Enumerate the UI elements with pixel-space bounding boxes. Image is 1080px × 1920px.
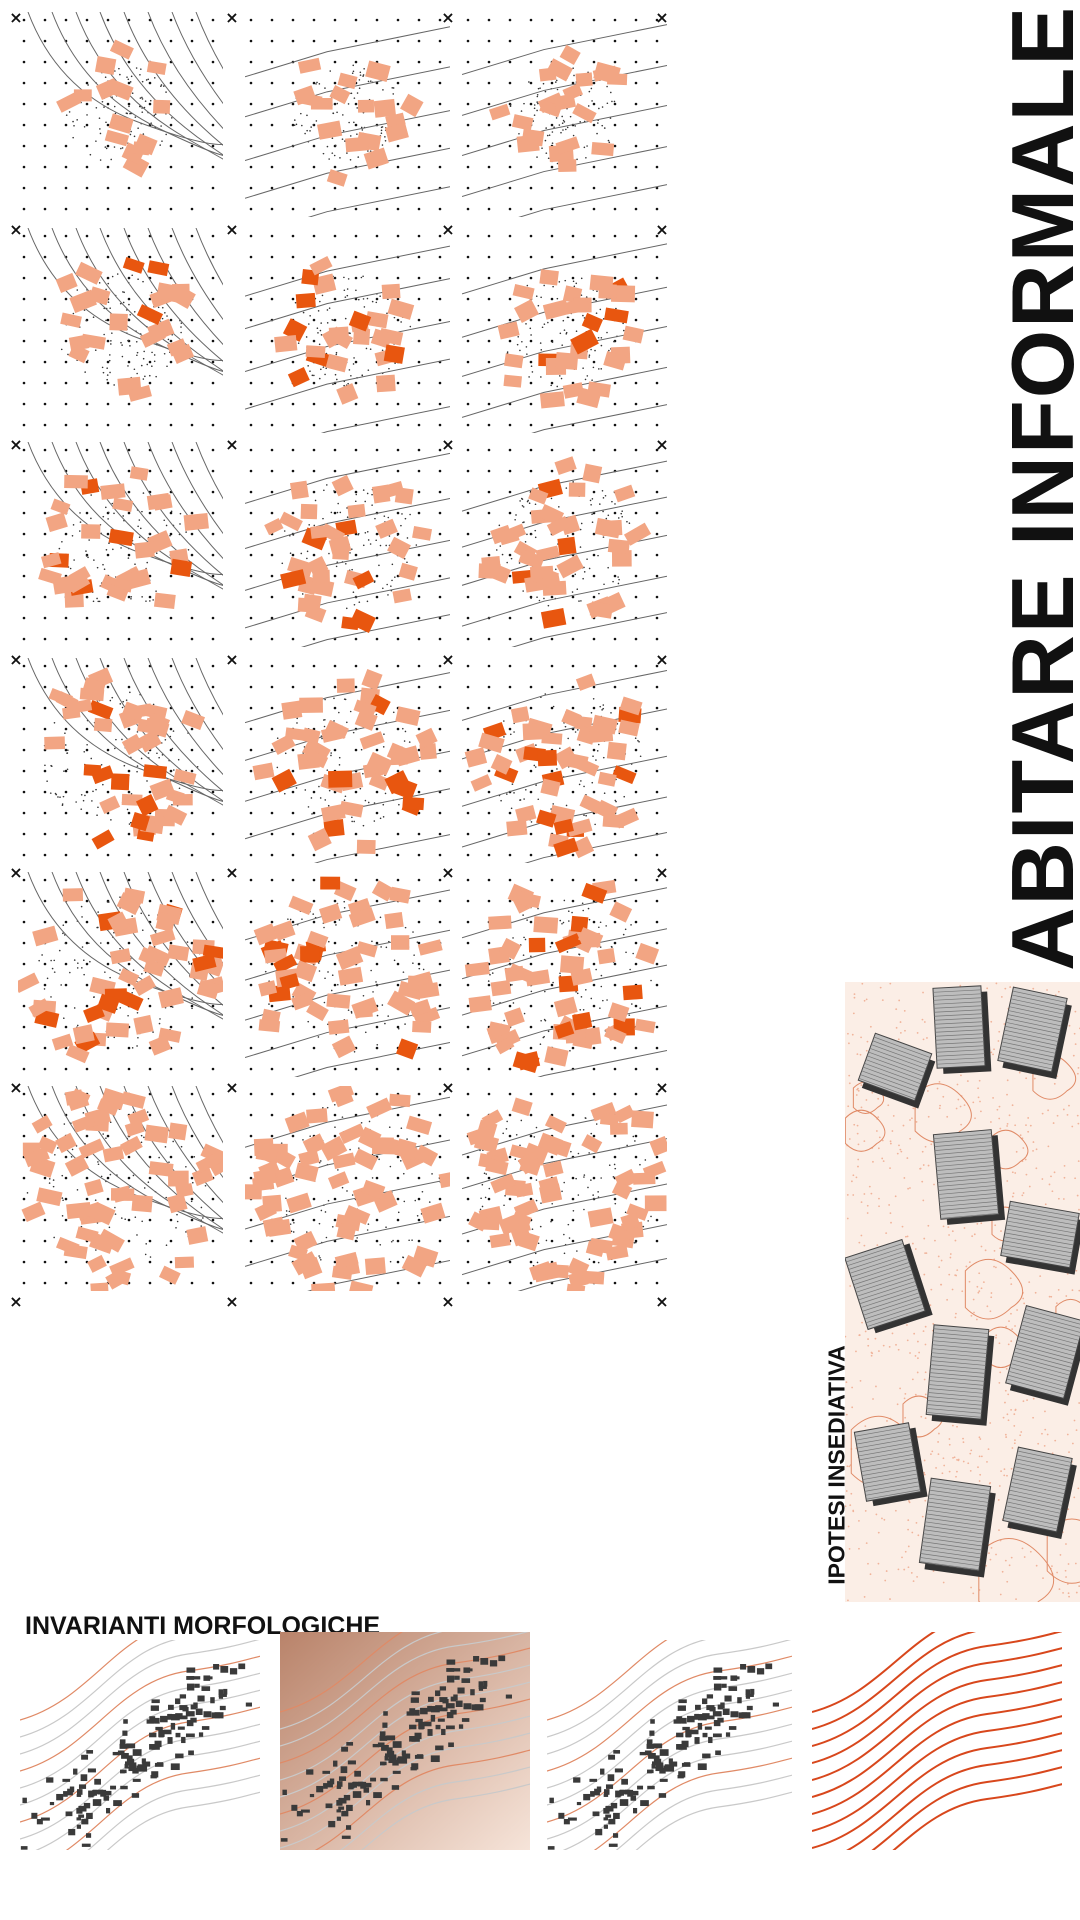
settlement-panel — [18, 228, 223, 433]
corner-cross-mark: × — [225, 863, 239, 882]
corner-cross-mark: × — [225, 435, 239, 454]
corner-cross-mark: × — [655, 1292, 669, 1311]
corner-cross-mark: × — [9, 435, 23, 454]
corner-cross-mark: × — [225, 220, 239, 239]
aerial-render — [845, 982, 1080, 1602]
corner-cross-mark: × — [9, 863, 23, 882]
corner-cross-mark: × — [441, 650, 455, 669]
settlement-panel — [245, 442, 450, 647]
settlement-panel — [18, 1086, 223, 1291]
settlement-panel — [245, 658, 450, 863]
main-title-text: ABITARE INFORMALE — [992, 4, 1080, 971]
corner-cross-mark: × — [9, 1078, 23, 1097]
corner-cross-mark: × — [655, 863, 669, 882]
main-title: ABITARE INFORMALE — [993, 0, 1080, 975]
corner-cross-mark: × — [225, 1292, 239, 1311]
corner-cross-mark: × — [9, 220, 23, 239]
settlement-panel — [462, 872, 667, 1077]
settlement-panel — [462, 12, 667, 217]
settlement-panel — [245, 12, 450, 217]
settlement-panel — [245, 1086, 450, 1291]
corner-cross-mark: × — [655, 1078, 669, 1097]
corner-cross-mark: × — [655, 435, 669, 454]
settlement-panel — [18, 12, 223, 217]
settlement-panel — [18, 658, 223, 863]
settlement-panel — [462, 442, 667, 647]
settlement-panel — [245, 872, 450, 1077]
settlement-panel — [462, 1086, 667, 1291]
corner-cross-mark: × — [9, 650, 23, 669]
map-panel-4 — [812, 1632, 1062, 1850]
ipotesi-label: IPOTESI INSEDIATIVA — [823, 1345, 850, 1585]
corner-cross-mark: × — [441, 1078, 455, 1097]
map-panel-2 — [280, 1632, 530, 1850]
corner-cross-mark: × — [441, 435, 455, 454]
settlement-panel — [18, 442, 223, 647]
corner-cross-mark: × — [225, 8, 239, 27]
corner-cross-mark: × — [441, 863, 455, 882]
settlement-panel — [18, 872, 223, 1077]
settlement-panel — [245, 228, 450, 433]
corner-cross-mark: × — [225, 1078, 239, 1097]
settlement-panel — [462, 228, 667, 433]
map-panel-1 — [20, 1640, 260, 1850]
corner-cross-mark: × — [9, 8, 23, 27]
corner-cross-mark: × — [655, 8, 669, 27]
settlement-panel — [462, 658, 667, 863]
corner-cross-mark: × — [441, 220, 455, 239]
corner-cross-mark: × — [655, 650, 669, 669]
corner-cross-mark: × — [655, 220, 669, 239]
map-panel-3 — [547, 1640, 792, 1850]
corner-cross-mark: × — [9, 1292, 23, 1311]
corner-cross-mark: × — [441, 8, 455, 27]
corner-cross-mark: × — [441, 1292, 455, 1311]
corner-cross-mark: × — [225, 650, 239, 669]
